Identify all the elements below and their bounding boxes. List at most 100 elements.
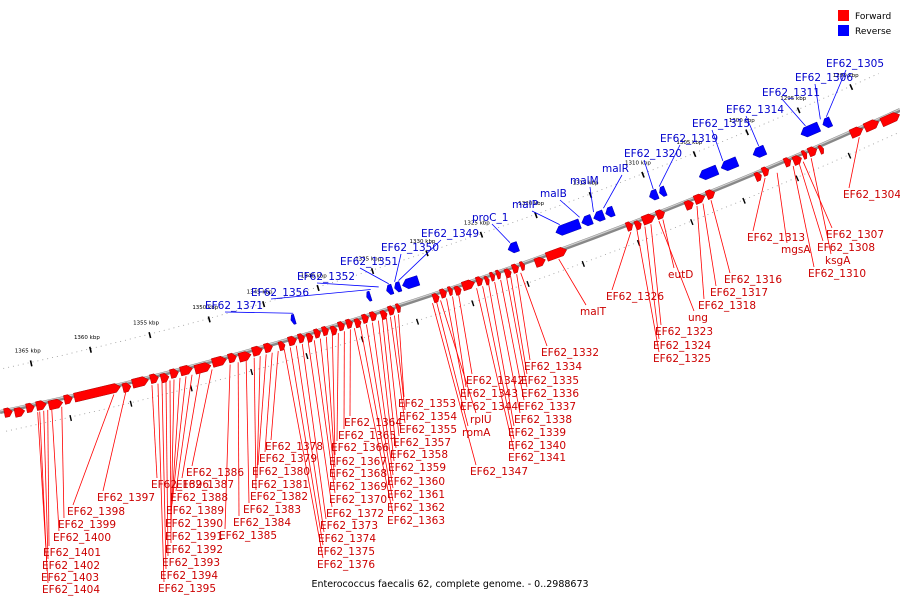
forward-gene-arrow	[488, 271, 495, 282]
forward-gene-arrow	[654, 209, 666, 221]
forward-gene-arrow	[624, 221, 633, 232]
forward-gene-arrow	[453, 285, 462, 296]
leader-ef62-1366	[336, 333, 339, 442]
label-ef62-1369: EF62_1369	[329, 481, 387, 493]
leader-ef62-1360	[372, 322, 394, 476]
leader-malt	[558, 258, 587, 306]
reverse-gene-arrow	[394, 281, 403, 293]
leader-ef62-1382	[253, 357, 257, 491]
label-ef62-1373: EF62_1373	[320, 520, 378, 532]
tick-mark-lower	[690, 218, 694, 226]
label-ef62-1352: EF62_1352	[297, 271, 355, 283]
legend-reverse-swatch	[838, 25, 849, 36]
label-ef62-1389: EF62_1389	[166, 505, 224, 517]
leader-ef62-1341	[476, 288, 515, 452]
forward-gene-arrow	[286, 335, 297, 347]
leader-malb	[559, 199, 580, 218]
forward-gene-arrow	[13, 407, 26, 418]
label-ef62-1339: EF62_1339	[508, 427, 566, 439]
tick-mark-lower	[69, 414, 73, 422]
tick-mark	[316, 284, 320, 292]
tick-label-1345-kbp: 1345 kbp	[247, 290, 273, 296]
tick-mark-lower	[742, 197, 746, 204]
leader-ef62-1393	[165, 381, 169, 557]
forward-gene-arrow	[386, 305, 395, 316]
tick-label-1310-kbp: 1310 kbp	[625, 160, 651, 166]
forward-gene-arrow	[640, 213, 656, 226]
leader-ef62-1372	[307, 342, 333, 508]
forward-gene-arrow	[353, 318, 362, 329]
leader-proc-1	[491, 223, 511, 243]
forward-gene-arrow	[262, 342, 273, 354]
kbp-ticks: 1290 kbp 1295 kbp 1300 kbp 1305 kbp 1310 kbp…	[15, 73, 859, 422]
tick-label-1330-kbp: 1330 kbp	[410, 239, 436, 245]
forward-gene-arrow	[806, 146, 818, 158]
leader-ef62-1383	[245, 360, 250, 504]
leader-ef62-1357	[386, 318, 400, 437]
leader-ef62-1378	[270, 350, 279, 441]
leader-ef62-1308	[798, 163, 824, 242]
leader-ef62-1369	[319, 338, 336, 481]
leader-ef62-1398	[72, 394, 115, 506]
label-ef62-1398: EF62_1398	[67, 506, 125, 518]
leader-ef62-1381	[256, 356, 261, 479]
forward-gene-arrow	[446, 286, 453, 297]
leader-malm	[589, 186, 594, 213]
leader-ef62-1395	[157, 383, 165, 583]
genome-caption: Enterococcus faecalis 62, complete genom…	[311, 579, 588, 590]
forward-gene-arrow	[683, 200, 694, 211]
tick-label-1335-kbp: 1335 kbp	[355, 257, 381, 263]
forward-gene-arrow	[63, 394, 73, 405]
reverse-gene-arrow	[555, 218, 582, 236]
leader-malp	[531, 210, 560, 226]
leader-ef62-1336	[506, 277, 528, 388]
label-eutd: eutD	[668, 269, 693, 281]
leader-ef62-1316	[710, 200, 731, 274]
forward-gene-arrow	[360, 313, 369, 324]
leader-ef62-1385	[224, 364, 231, 530]
label-ef62-1368: EF62_1368	[329, 468, 387, 480]
leader-ef62-1343	[452, 296, 467, 388]
tick-mark	[479, 231, 484, 238]
leader-ef62-1370	[313, 340, 336, 494]
tick-mark	[29, 360, 33, 367]
leader-ef62-1314	[745, 115, 760, 147]
leader-eutd	[662, 219, 675, 269]
label-ef62-1395: EF62_1395	[158, 583, 216, 595]
label-ef62-1334: EF62_1334	[524, 361, 582, 373]
tick-label-1355-kbp: 1355 kbp	[133, 320, 159, 326]
leader-ef62-1351	[359, 267, 389, 285]
tick-mark-lower	[795, 175, 800, 182]
tick-label-1300-kbp: 1300 kbp	[729, 118, 755, 124]
label-malp: malP	[512, 199, 538, 211]
label-ef62-1320: EF62_1320	[624, 148, 682, 160]
leader-ef62-1388	[175, 374, 193, 492]
label-ef62-1372: EF62_1372	[326, 508, 384, 520]
tick-mark	[796, 107, 801, 114]
label-ung: ung	[688, 312, 708, 324]
leader-ef62-1334	[516, 274, 531, 361]
forward-gene-arrow	[760, 166, 770, 177]
label-ef62-1355: EF62_1355	[399, 424, 457, 436]
label-ef62-1311: EF62_1311	[762, 87, 820, 99]
forward-gene-arrow	[121, 382, 132, 393]
forward-gene-arrow	[862, 119, 880, 133]
leader-ef62-1396	[151, 385, 158, 479]
label-ef62-1353: EF62_1353	[398, 398, 456, 410]
label-rpma: rpmA	[462, 427, 491, 439]
tick-label-1340-kbp: 1340 kbp	[301, 274, 327, 280]
label-ef62-1341: EF62_1341	[508, 452, 566, 464]
label-ef62-1387: EF62_1387	[176, 479, 234, 491]
tick-mark	[849, 83, 854, 91]
forward-gene-arrow	[782, 157, 792, 168]
forward-gene-arrow	[394, 303, 401, 314]
label-ef62-1332: EF62_1332	[541, 347, 599, 359]
label-ef62-1399: EF62_1399	[58, 519, 116, 531]
reverse-gene-arrow	[581, 214, 594, 227]
label-ef62-1402: EF62_1402	[42, 560, 100, 572]
label-ef62-1304: EF62_1304	[843, 189, 900, 201]
leader-ef62-1384	[237, 362, 240, 517]
reverse-gene-arrow	[366, 290, 373, 302]
label-ef62-1323: EF62_1323	[655, 326, 713, 338]
